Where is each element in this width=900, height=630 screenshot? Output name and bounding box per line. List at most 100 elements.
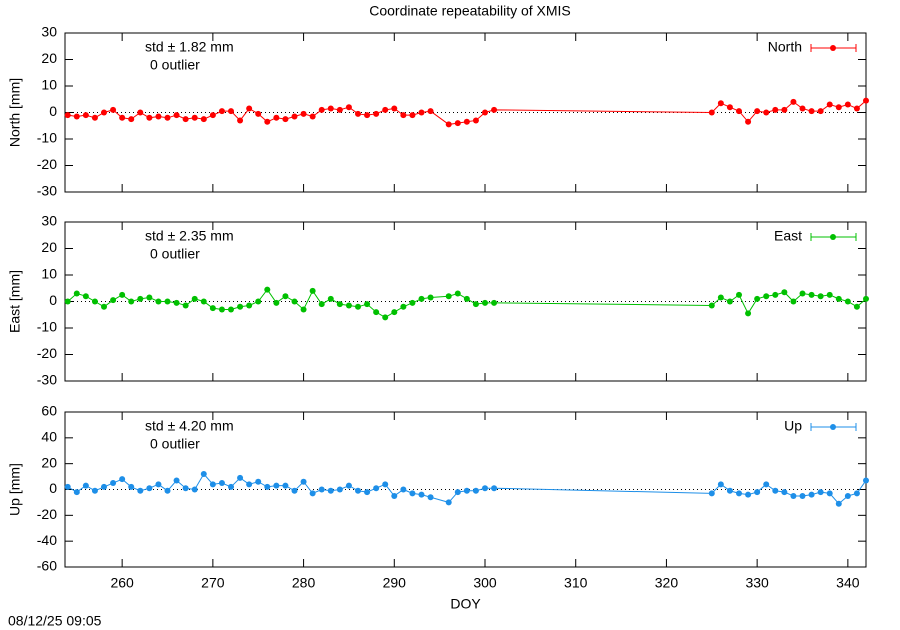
x-tick-label: 340 xyxy=(836,575,860,591)
data-point xyxy=(445,121,452,128)
data-point xyxy=(73,113,80,120)
x-tick-label: 310 xyxy=(564,575,588,591)
data-point xyxy=(409,299,416,306)
data-point xyxy=(91,298,98,305)
data-point xyxy=(255,298,262,305)
data-point xyxy=(64,483,71,490)
data-point xyxy=(64,112,71,119)
y-tick-label: 20 xyxy=(41,239,57,255)
data-point xyxy=(364,489,371,496)
data-point xyxy=(218,480,225,487)
timestamp: 08/12/25 09:05 xyxy=(8,613,102,629)
data-point xyxy=(472,301,479,308)
annotation: std ± 1.82 mm xyxy=(145,39,234,55)
data-point xyxy=(273,482,280,489)
data-point xyxy=(409,490,416,497)
data-point xyxy=(327,295,334,302)
data-point xyxy=(772,487,779,494)
data-point xyxy=(835,500,842,507)
data-point xyxy=(717,294,724,301)
data-point xyxy=(336,106,343,113)
data-point xyxy=(763,293,770,300)
data-point xyxy=(726,298,733,305)
data-point xyxy=(364,112,371,119)
data-point xyxy=(355,110,362,117)
data-point xyxy=(382,481,389,488)
y-tick-label: 40 xyxy=(41,429,57,445)
data-point xyxy=(164,298,171,305)
y-tick-label: 10 xyxy=(41,77,57,93)
data-point xyxy=(853,105,860,112)
x-tick-label: 280 xyxy=(292,575,316,591)
x-tick-label: 300 xyxy=(473,575,497,591)
y-tick-label: 0 xyxy=(49,103,57,119)
data-point xyxy=(808,108,815,115)
data-point xyxy=(835,104,842,111)
data-point xyxy=(391,492,398,499)
data-point xyxy=(110,480,117,487)
data-point xyxy=(246,302,253,309)
data-point xyxy=(736,291,743,298)
annotation: std ± 4.20 mm xyxy=(145,418,234,434)
legend-swatch xyxy=(830,234,836,240)
data-point xyxy=(717,100,724,107)
data-point xyxy=(309,490,316,497)
x-axis-label: DOY xyxy=(450,596,481,612)
plot-border xyxy=(64,411,867,568)
data-point xyxy=(418,295,425,302)
plot-border xyxy=(64,32,867,193)
data-point xyxy=(128,116,135,123)
data-point xyxy=(472,487,479,494)
data-point xyxy=(409,112,416,119)
y-axis-label: Up [mm] xyxy=(7,463,23,516)
data-point xyxy=(91,487,98,494)
data-point xyxy=(155,481,162,488)
y-tick-label: -40 xyxy=(37,532,57,548)
data-point xyxy=(237,303,244,310)
data-point xyxy=(300,306,307,313)
data-point xyxy=(101,109,108,116)
data-point xyxy=(736,108,743,115)
data-point xyxy=(155,113,162,120)
annotation: 0 outlier xyxy=(150,246,200,262)
data-point xyxy=(73,489,80,496)
data-point xyxy=(345,104,352,111)
data-point xyxy=(191,295,198,302)
data-point xyxy=(463,295,470,302)
data-point xyxy=(382,314,389,321)
data-point xyxy=(790,298,797,305)
y-axis-label: East [mm] xyxy=(7,270,23,333)
data-point xyxy=(246,481,253,488)
y-tick-label: -10 xyxy=(37,319,57,335)
data-point xyxy=(427,494,434,501)
data-point xyxy=(173,112,180,119)
data-point xyxy=(772,106,779,113)
data-point xyxy=(863,477,869,484)
data-point xyxy=(482,299,489,306)
y-tick-label: 60 xyxy=(41,403,57,419)
data-point xyxy=(726,104,733,111)
data-point xyxy=(137,295,144,302)
data-point xyxy=(82,112,89,119)
data-point xyxy=(64,298,71,305)
data-point xyxy=(318,106,325,113)
data-point xyxy=(318,486,325,493)
data-point xyxy=(799,290,806,297)
data-point xyxy=(355,303,362,310)
y-tick-label: 10 xyxy=(41,266,57,282)
data-point xyxy=(173,299,180,306)
y-tick-label: -10 xyxy=(37,130,57,146)
data-point xyxy=(482,485,489,492)
data-point xyxy=(844,298,851,305)
data-point xyxy=(427,294,434,301)
data-point xyxy=(754,108,761,115)
data-point xyxy=(137,109,144,116)
data-point xyxy=(255,110,262,117)
data-point xyxy=(763,481,770,488)
data-point xyxy=(110,297,117,304)
y-tick-label: 20 xyxy=(41,454,57,470)
data-point xyxy=(817,108,824,115)
data-point xyxy=(853,490,860,497)
data-point xyxy=(91,114,98,121)
data-point xyxy=(291,298,298,305)
